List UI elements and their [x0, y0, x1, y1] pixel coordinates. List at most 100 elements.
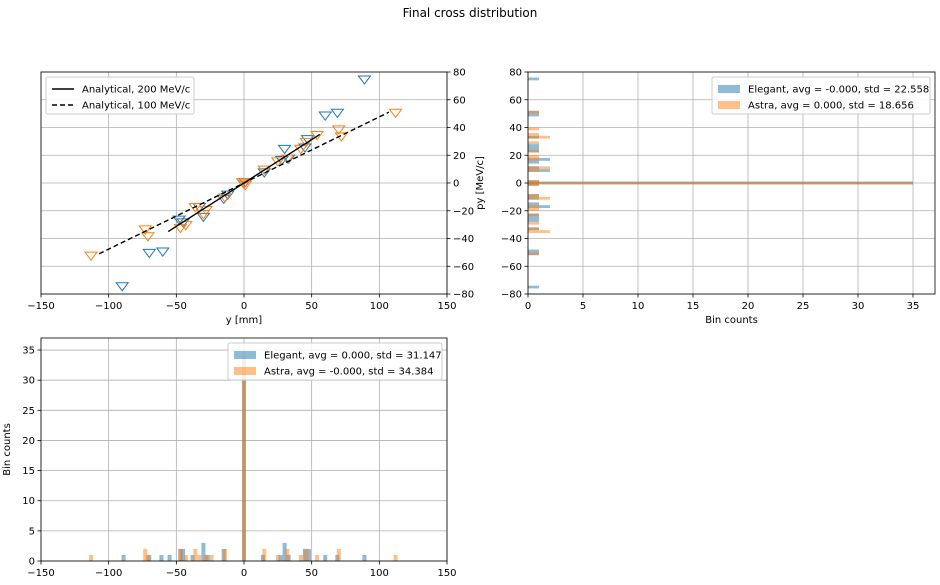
- y-tick-label: 25: [22, 406, 35, 417]
- analytical-100-line: [98, 111, 390, 255]
- py-histogram-axes: 0 5 10 15 20 25 30 35 −80 −60 −40 −20 0 20 40 60 80 Bin c…: [501, 68, 936, 326]
- y-axis-label: py [MeV/c]: [475, 156, 486, 210]
- x-tick-label: 50: [305, 301, 318, 312]
- astra-bar: [528, 221, 539, 225]
- y-tick-label: 15: [22, 466, 35, 477]
- elegant-point: [155, 247, 170, 257]
- elegant-bar: [306, 548, 311, 561]
- elegant-bar: [167, 554, 172, 561]
- astra-bar: [89, 554, 94, 561]
- astra-bar: [393, 554, 398, 561]
- elegant-bar: [528, 219, 539, 222]
- astra-point: [257, 165, 272, 176]
- y-tick-label: 0: [516, 179, 522, 190]
- figure-title: Final cross distribution: [402, 6, 538, 20]
- y-tick-label: −20: [453, 206, 474, 217]
- elegant-bar: [121, 554, 126, 561]
- y-tick-label: 20: [22, 436, 35, 447]
- y-tick-label: −60: [453, 262, 474, 273]
- x-tick-label: 100: [370, 301, 389, 312]
- astra-bar: [528, 158, 539, 161]
- y-tick-label: −60: [501, 262, 522, 273]
- x-tick-label: −100: [95, 568, 122, 579]
- astra-bar: [528, 110, 539, 114]
- legend-label: Elegant, avg = -0.000, std = 22.558: [748, 85, 929, 96]
- elegant-bar: [528, 146, 539, 150]
- astra-bar: [528, 205, 539, 208]
- astra-bar: [178, 548, 183, 561]
- x-tick-label: 0: [241, 568, 247, 579]
- x-tick-label: 0: [241, 301, 247, 312]
- legend-box: [45, 76, 195, 115]
- legend-label: Analytical, 100 MeV/c: [82, 101, 190, 112]
- elegant-bar: [528, 77, 539, 81]
- legend-label: Analytical, 200 MeV/c: [82, 85, 190, 96]
- astra-bar: [336, 548, 341, 561]
- elegant-point: [176, 218, 191, 228]
- y-tick-label: 60: [509, 95, 522, 106]
- y-tick-label: 35: [22, 346, 35, 357]
- elegant-point: [357, 75, 372, 85]
- legend-color-swatch: [718, 101, 740, 109]
- astra-point: [84, 251, 99, 262]
- legend-label: Astra, avg = -0.000, std = 34.384: [264, 367, 434, 378]
- y-histogram-axes: −150 −100 −50 0 50 100 150 0 5 10 15 20 25 30 35 Bin co…: [2, 337, 457, 579]
- x-tick-label: 15: [687, 301, 700, 312]
- x-tick-label: 150: [437, 568, 456, 579]
- legend-label: Astra, avg = 0.000, std = 18.656: [748, 101, 914, 112]
- astra-bar: [262, 548, 267, 561]
- elegant-bar: [528, 144, 539, 147]
- y-tick-label: 0: [29, 557, 35, 568]
- astra-bar: [528, 196, 550, 200]
- y-tick-label: 5: [29, 526, 35, 537]
- astra-point: [140, 232, 155, 242]
- astra-bar: [143, 548, 148, 561]
- elegant-bar: [528, 249, 539, 253]
- y-tick-label: 20: [509, 151, 522, 162]
- astra-bar: [209, 554, 214, 561]
- elegant-bar: [282, 542, 287, 561]
- astra-bar: [528, 141, 539, 145]
- elegant-bar: [201, 542, 206, 561]
- y-tick-label: 10: [22, 496, 35, 507]
- elegant-bar: [190, 554, 195, 561]
- legend-color-swatch: [718, 85, 740, 93]
- elegant-bar: [528, 285, 539, 289]
- y-axis-label: Bin counts: [2, 423, 13, 476]
- x-tick-label: −50: [166, 301, 187, 312]
- astra-bar: [528, 207, 539, 211]
- elegant-bar: [528, 202, 539, 206]
- py-histogram-legend: Elegant, avg = -0.000, std = 22.558 Astra…: [711, 76, 931, 115]
- astra-point: [331, 125, 346, 135]
- x-tick-label: 150: [437, 301, 456, 312]
- x-tick-label: 35: [907, 301, 920, 312]
- x-tick-label: 30: [852, 301, 865, 312]
- elegant-point: [330, 108, 345, 119]
- x-tick-label: 5: [580, 301, 586, 312]
- astra-point: [299, 137, 314, 148]
- astra-point: [310, 130, 325, 141]
- y-tick-label: −20: [501, 206, 522, 217]
- astra-bar: [204, 554, 209, 561]
- y-tick-label: 40: [509, 123, 522, 134]
- phase-space-scatter-axes: −150 −100 −50 0 50 100 150−80 −60 −40 −20 0 20 40 60 8…: [27, 68, 486, 327]
- astra-bar: [528, 181, 913, 185]
- x-tick-label: 0: [525, 301, 531, 312]
- astra-bar: [528, 155, 539, 159]
- x-tick-label: −150: [27, 568, 54, 579]
- elegant-bar: [528, 216, 539, 220]
- y-tick-label: 40: [453, 123, 466, 134]
- x-tick-label: 100: [370, 568, 389, 579]
- x-axis-label: y [mm]: [226, 315, 262, 326]
- astra-bar: [275, 554, 280, 561]
- elegant-point: [277, 144, 292, 155]
- astra-bar: [528, 252, 539, 256]
- elegant-point: [115, 282, 130, 292]
- astra-bar: [528, 169, 539, 172]
- astra-bar: [528, 180, 539, 183]
- elegant-bar: [528, 113, 539, 117]
- astra-point: [270, 157, 285, 167]
- elegant-bar: [181, 548, 186, 561]
- x-tick-label: −50: [166, 568, 187, 579]
